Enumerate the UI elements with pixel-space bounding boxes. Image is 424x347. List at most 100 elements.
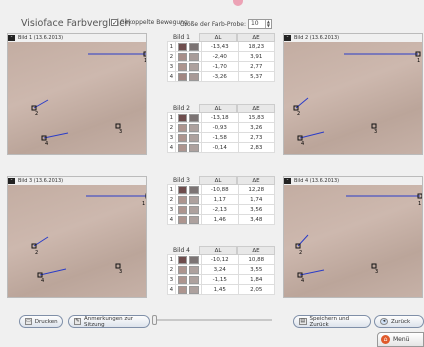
skin-image[interactable]: 1 2 3 4	[284, 42, 422, 154]
printer-icon: ▭	[25, 318, 32, 325]
svg-text:4: 4	[41, 278, 44, 284]
print-button[interactable]: ▭ Drucken	[19, 315, 63, 328]
sample-size-label: Größe der Farb-Probe:	[180, 20, 246, 28]
coupled-movement-checkbox[interactable]: ✓ Gekoppelte Bewegung	[111, 19, 188, 27]
swatch	[189, 285, 200, 294]
swatch	[189, 52, 200, 61]
svg-text:1: 1	[417, 58, 420, 64]
back-button[interactable]: ◂ Zurück	[374, 315, 424, 328]
panel-title: Bild 1 (13.6.2013)	[18, 34, 64, 41]
swatch	[177, 52, 188, 61]
minus-icon[interactable]: -	[284, 34, 291, 41]
color-table-3: Bild 3 ΔL ΔE 1 -10,88 12,28 2 1,17 1,74 3 -2,13…	[167, 176, 275, 225]
image-panel-3[interactable]: - Bild 3 (13.6.2013) 1 2 3 4	[7, 176, 147, 298]
swatch	[189, 143, 200, 152]
table-row[interactable]: 1 -13,18 15,83	[167, 112, 275, 123]
home-icon: ⌂	[381, 335, 390, 344]
table-row[interactable]: 1 -13,43 18,23	[167, 41, 275, 52]
swatch	[189, 205, 200, 214]
swatch	[189, 195, 200, 204]
table-row[interactable]: 4 1,46 3,48	[167, 214, 275, 225]
bottom-toolbar: ▭ Drucken ✎ Anmerkungen zur Sitzung ▤ Speic…	[0, 313, 424, 329]
table-row[interactable]: 2 -2,40 3,91	[167, 51, 275, 62]
color-table-1: Bild 1 ΔL ΔE 1 -13,43 18,23 2 -2,40 3,91 3 -1,7…	[167, 33, 275, 82]
swatch	[189, 255, 200, 264]
marker-overlay: 1 2 3 4	[31, 51, 147, 147]
swatch	[189, 185, 200, 194]
panel-title: Bild 3 (13.6.2013)	[18, 177, 64, 184]
menu-button[interactable]: ⌂ Menü	[377, 332, 424, 347]
minus-icon[interactable]: -	[8, 177, 15, 184]
image-slider[interactable]	[152, 315, 272, 325]
swatch	[189, 133, 200, 142]
checkmark-icon[interactable]: ✓	[111, 19, 118, 27]
spinner-arrows-icon[interactable]: ▲ ▼	[264, 19, 270, 28]
table-row[interactable]: 4 -0,14 2,83	[167, 142, 275, 153]
col-dl: ΔL	[199, 33, 237, 42]
swatch	[177, 275, 188, 284]
svg-text:1: 1	[418, 201, 421, 207]
table-row[interactable]: 1 -10,88 12,28	[167, 184, 275, 195]
sample-size-spinner[interactable]: 10 ▲ ▼	[247, 19, 272, 29]
save-icon: ▤	[299, 318, 307, 325]
table-row[interactable]: 4 -3,26 5,37	[167, 71, 275, 82]
skin-image[interactable]: 1 2 3 4	[8, 42, 147, 154]
image-panel-4[interactable]: - Bild 4 (13.6.2013) 1 2 3 4	[283, 176, 423, 298]
table-row[interactable]: 3 -1,15 1,84	[167, 274, 275, 285]
col-dl: ΔL	[199, 246, 237, 255]
table-row[interactable]: 2 1,17 1,74	[167, 194, 275, 205]
skin-image[interactable]: 1 2 3 4	[8, 185, 146, 297]
marker-label: 3	[119, 129, 122, 135]
svg-text:2: 2	[35, 250, 38, 256]
swatch	[189, 42, 200, 51]
svg-text:4: 4	[301, 278, 304, 284]
swatch	[189, 113, 200, 122]
swatch	[189, 72, 200, 81]
session-notes-button[interactable]: ✎ Anmerkungen zur Sitzung	[68, 315, 150, 328]
table-row[interactable]: 4 1,45 2,05	[167, 284, 275, 295]
table-row[interactable]: 2 3,24 3,55	[167, 264, 275, 275]
swatch	[177, 143, 188, 152]
col-de: ΔE	[237, 104, 275, 113]
skin-image[interactable]: 1 2 3 4	[284, 185, 422, 297]
top-notch	[233, 0, 243, 6]
col-dl: ΔL	[199, 176, 237, 185]
svg-text:3: 3	[375, 269, 378, 275]
table-title: Bild 1	[173, 34, 190, 41]
marker-label: 4	[45, 141, 48, 147]
marker-overlay: 1 2 3 4	[293, 51, 421, 147]
save-and-back-button[interactable]: ▤ Speichern und Zurück	[293, 315, 371, 328]
swatch	[189, 275, 200, 284]
table-row[interactable]: 2 -0,93 3,26	[167, 122, 275, 133]
color-table-2: Bild 2 ΔL ΔE 1 -13,18 15,83 2 -0,93 3,26 3 -1,5…	[167, 104, 275, 153]
panel-header: - Bild 3 (13.6.2013)	[8, 177, 146, 185]
table-row[interactable]: 3 -1,70 2,77	[167, 61, 275, 72]
swatch	[189, 215, 200, 224]
minus-icon[interactable]: -	[8, 34, 15, 41]
swatch	[177, 133, 188, 142]
table-row[interactable]: 1 -10,12 10,88	[167, 254, 275, 265]
panel-title: Bild 4 (13.6.2013)	[294, 177, 340, 184]
table-title: Bild 3	[173, 177, 190, 184]
table-title: Bild 2	[173, 105, 190, 112]
col-de: ΔE	[237, 33, 275, 42]
svg-text:2: 2	[297, 111, 300, 117]
image-panel-1[interactable]: - Bild 1 (13.6.2013) 1 2 3 4	[7, 33, 147, 155]
minus-icon[interactable]: -	[284, 177, 291, 184]
panel-header: - Bild 4 (13.6.2013)	[284, 177, 422, 185]
svg-text:2: 2	[299, 250, 302, 256]
table-row[interactable]: 3 -1,58 2,73	[167, 132, 275, 143]
swatch	[189, 265, 200, 274]
table-row[interactable]: 3 -2,13 3,56	[167, 204, 275, 215]
back-arrow-icon: ◂	[380, 318, 388, 325]
image-panel-2[interactable]: - Bild 2 (13.6.2013) 1 2 3 4	[283, 33, 423, 155]
panel-title: Bild 2 (13.6.2013)	[294, 34, 340, 41]
swatch	[177, 285, 188, 294]
slider-thumb[interactable]	[152, 315, 157, 325]
swatch	[177, 62, 188, 71]
svg-text:4: 4	[301, 141, 304, 147]
marker-label: 1	[144, 58, 147, 64]
swatch	[189, 62, 200, 71]
col-de: ΔE	[237, 246, 275, 255]
